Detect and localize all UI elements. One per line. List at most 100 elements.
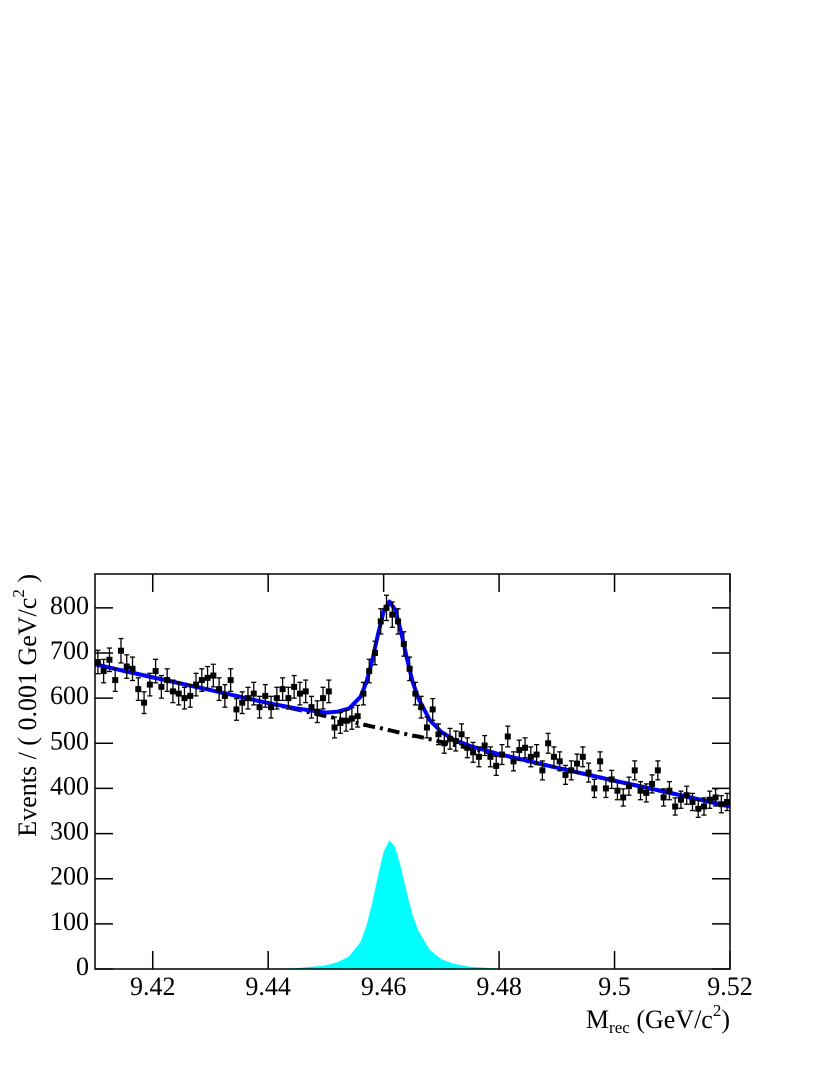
y-tick-label: 0 xyxy=(76,952,89,981)
x-tick-label: 9.44 xyxy=(245,972,291,1001)
data-point xyxy=(354,713,361,720)
data-point xyxy=(244,695,251,702)
y-label-part: Events / ( 0.001 GeV/c xyxy=(13,598,42,837)
data-point xyxy=(614,787,621,794)
data-point xyxy=(602,785,609,792)
y-tick-label: 500 xyxy=(50,726,89,755)
data-point xyxy=(227,677,234,684)
data-point xyxy=(539,767,546,774)
data-point xyxy=(504,733,511,740)
data-point xyxy=(377,618,384,625)
data-point xyxy=(216,686,223,693)
data-point xyxy=(360,690,367,697)
data-point xyxy=(193,681,200,688)
y-label-part: 2 xyxy=(9,589,28,598)
data-point xyxy=(152,668,159,675)
data-point xyxy=(175,690,182,697)
y-tick-label: 600 xyxy=(50,681,89,710)
data-point xyxy=(620,794,627,801)
data-point xyxy=(683,792,690,799)
data-point xyxy=(493,762,500,769)
data-point xyxy=(597,758,604,765)
data-point xyxy=(550,753,557,760)
data-point xyxy=(654,767,661,774)
data-point xyxy=(141,699,148,706)
data-point xyxy=(498,751,505,758)
data-point xyxy=(106,656,113,663)
data-point xyxy=(123,663,130,670)
x-tick-label: 9.46 xyxy=(361,972,407,1001)
data-point xyxy=(689,798,696,805)
data-point xyxy=(487,753,494,760)
data-point xyxy=(406,665,413,672)
data-point xyxy=(291,683,298,690)
data-point xyxy=(441,740,448,747)
data-point xyxy=(187,692,194,699)
data-point xyxy=(556,758,563,765)
data-point xyxy=(366,668,373,675)
x-tick-label: 9.5 xyxy=(598,972,631,1001)
x-label-part: rec xyxy=(609,1018,630,1037)
data-point xyxy=(516,747,523,754)
data-point xyxy=(695,805,702,812)
data-point xyxy=(608,776,615,783)
y-tick-label: 400 xyxy=(50,771,89,800)
data-point xyxy=(585,769,592,776)
data-point xyxy=(204,674,211,681)
data-point xyxy=(320,695,327,702)
x-tick-label: 9.52 xyxy=(707,972,753,1001)
data-point xyxy=(383,604,390,611)
data-point xyxy=(706,796,713,803)
data-point xyxy=(302,688,309,695)
y-tick-label: 100 xyxy=(50,907,89,936)
data-point xyxy=(308,704,315,711)
data-point xyxy=(348,715,355,722)
data-point xyxy=(256,704,263,711)
y-label-part: ) xyxy=(13,574,42,589)
x-axis-label: Mrec (GeV/c2) xyxy=(586,1001,730,1037)
data-point xyxy=(429,706,436,713)
data-point xyxy=(481,742,488,749)
x-tick-label: 9.42 xyxy=(130,972,176,1001)
data-point xyxy=(452,738,459,745)
data-point xyxy=(527,753,534,760)
x-label-part: (GeV/c xyxy=(630,1005,713,1034)
data-point xyxy=(146,681,153,688)
data-point xyxy=(198,677,205,684)
data-point xyxy=(591,785,598,792)
data-point xyxy=(181,695,188,702)
data-point xyxy=(117,647,124,654)
y-tick-label: 700 xyxy=(50,636,89,665)
data-point xyxy=(296,690,303,697)
data-point xyxy=(574,760,581,767)
data-point xyxy=(435,731,442,738)
data-point xyxy=(389,611,396,618)
data-point xyxy=(285,695,292,702)
data-point xyxy=(712,794,719,801)
data-point xyxy=(458,731,465,738)
data-point xyxy=(672,803,679,810)
y-tick-label: 800 xyxy=(50,591,89,620)
data-point xyxy=(239,699,246,706)
data-point xyxy=(337,719,344,726)
plot-frame xyxy=(94,573,731,970)
data-point xyxy=(314,708,321,715)
data-point xyxy=(579,753,586,760)
data-point xyxy=(273,695,280,702)
y-tick-label: 200 xyxy=(50,862,89,891)
data-point xyxy=(637,787,644,794)
data-point xyxy=(447,735,454,742)
data-point xyxy=(660,794,667,801)
data-point xyxy=(331,724,338,731)
data-point xyxy=(164,677,171,684)
data-point xyxy=(631,767,638,774)
x-label-part: M xyxy=(586,1005,609,1034)
data-point xyxy=(400,640,407,647)
data-point xyxy=(233,706,240,713)
data-point xyxy=(418,704,425,711)
data-point xyxy=(135,686,142,693)
data-point xyxy=(262,692,269,699)
data-point xyxy=(649,780,656,787)
data-point xyxy=(412,690,419,697)
data-point xyxy=(718,801,725,808)
